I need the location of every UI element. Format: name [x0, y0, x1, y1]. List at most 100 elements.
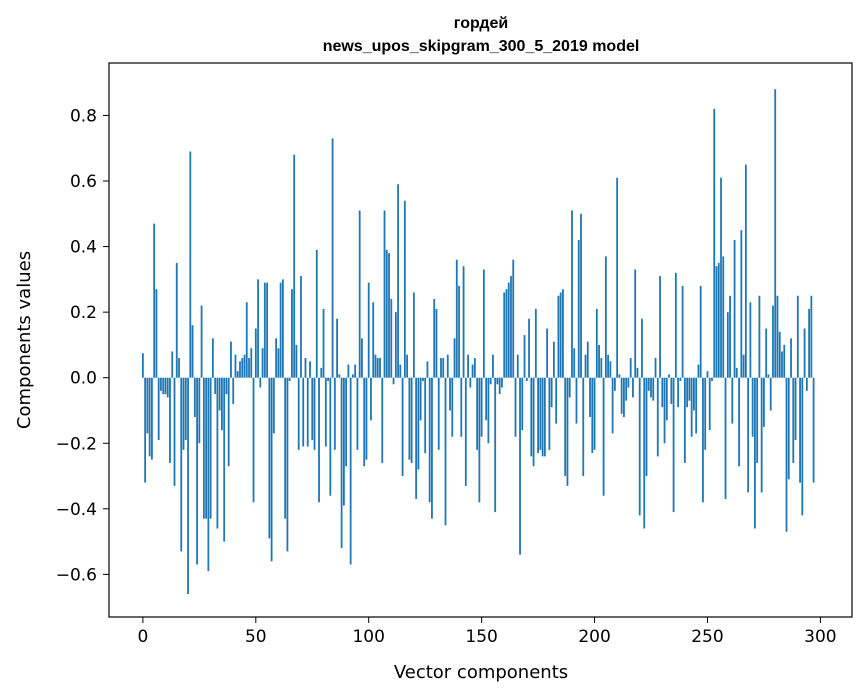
bar-221 [641, 318, 643, 378]
bar-181 [550, 377, 553, 408]
bar-208 [611, 377, 614, 434]
bar-209 [613, 377, 616, 391]
x-tick-label: 250 [691, 627, 723, 647]
bar-173 [532, 377, 535, 467]
bar-155 [492, 354, 494, 378]
bar-204 [602, 377, 605, 496]
bar-176 [539, 377, 542, 450]
bar-203 [600, 358, 603, 378]
bar-134 [444, 377, 447, 526]
bar-146 [471, 364, 474, 378]
bar-102 [372, 302, 375, 378]
bar-297 [812, 377, 815, 483]
bar-112 [394, 312, 397, 378]
bar-34 [218, 377, 221, 411]
bar-276 [765, 328, 768, 378]
bar-84 [331, 138, 334, 378]
bar-237 [677, 377, 680, 408]
bar-78 [318, 377, 320, 503]
x-tick-label: 300 [804, 627, 836, 647]
bar-266 [742, 354, 745, 378]
bar-18 [182, 377, 185, 450]
bar-166 [516, 354, 519, 378]
bar-182 [552, 341, 555, 378]
bar-30 [209, 377, 212, 519]
bar-136 [449, 377, 451, 411]
bar-36 [223, 377, 226, 542]
bar-265 [740, 230, 743, 378]
bar-0 [141, 353, 144, 378]
bar-247 [699, 285, 702, 378]
bar-70 [300, 276, 302, 378]
bar-224 [647, 377, 650, 391]
bar-4 [151, 377, 153, 460]
bar-127 [428, 377, 431, 503]
bar-3 [148, 377, 151, 457]
bar-21 [189, 151, 192, 378]
x-tick-label: 150 [465, 627, 497, 647]
bar-162 [507, 282, 510, 378]
bar-16 [178, 358, 180, 378]
bar-72 [304, 358, 307, 378]
bar-48 [250, 348, 253, 378]
bar-10 [164, 377, 167, 395]
bar-270 [751, 377, 754, 437]
bar-226 [652, 377, 655, 401]
bar-248 [702, 377, 704, 503]
bar-50 [254, 328, 257, 378]
bar-199 [591, 377, 594, 454]
bar-239 [681, 285, 684, 378]
bar-110 [390, 299, 393, 378]
bar-123 [419, 377, 422, 421]
bar-17 [180, 377, 183, 552]
bar-191 [573, 348, 576, 378]
bar-5 [153, 223, 156, 378]
bar-285 [785, 377, 788, 532]
bar-41 [234, 354, 237, 378]
bar-106 [381, 377, 384, 463]
x-tick-label: 50 [245, 627, 267, 647]
bar-188 [566, 377, 569, 486]
bar-38 [227, 377, 230, 467]
x-tick-label: 200 [578, 627, 610, 647]
bar-77 [315, 249, 318, 378]
bar-22 [191, 325, 194, 378]
bar-83 [329, 377, 332, 496]
bar-260 [729, 295, 731, 378]
bar-13 [171, 351, 174, 378]
bar-288 [792, 377, 795, 463]
bar-160 [503, 292, 506, 378]
bar-207 [609, 361, 612, 378]
bar-7 [157, 377, 160, 440]
bar-139 [455, 259, 458, 378]
bar-12 [169, 377, 171, 463]
bar-180 [548, 377, 551, 450]
bar-56 [268, 377, 271, 539]
bar-293 [803, 328, 806, 378]
bar-46 [245, 302, 248, 378]
bar-99 [365, 377, 368, 460]
bar-275 [763, 377, 765, 427]
bar-95 [356, 377, 359, 450]
bar-194 [580, 213, 582, 378]
y-tick-label: −0.4 [56, 500, 97, 520]
bar-232 [665, 377, 668, 421]
bar-129 [433, 299, 436, 378]
y-tick-label: 0.4 [70, 238, 97, 258]
bar-249 [704, 377, 707, 450]
bar-259 [726, 312, 729, 378]
bar-81 [324, 377, 327, 447]
bar-241 [686, 377, 689, 408]
bar-218 [634, 269, 637, 378]
bar-250 [706, 371, 709, 378]
bar-109 [388, 253, 390, 378]
bar-140 [458, 285, 460, 378]
bar-271 [753, 377, 756, 529]
bar-57 [270, 377, 273, 562]
bar-132 [440, 358, 442, 378]
bar-9 [162, 377, 165, 395]
bar-210 [616, 177, 619, 378]
bar-128 [431, 377, 433, 519]
bar-33 [216, 377, 219, 529]
bar-196 [584, 354, 587, 378]
